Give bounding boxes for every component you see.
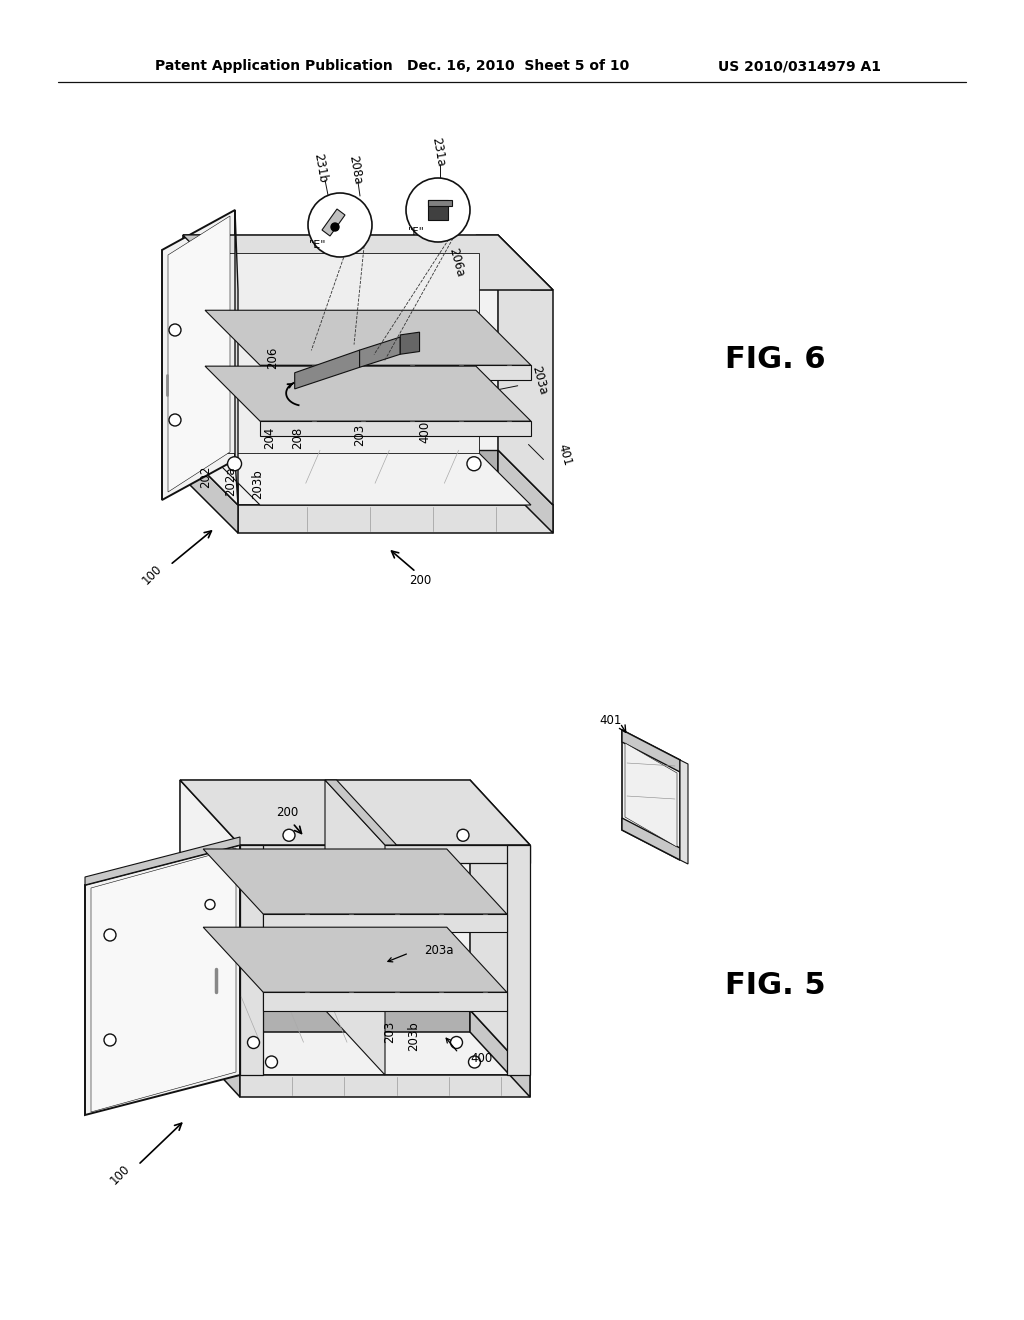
Text: US 2010/0314979 A1: US 2010/0314979 A1 — [718, 59, 881, 73]
Polygon shape — [476, 235, 553, 290]
Text: FIG. 5: FIG. 5 — [725, 970, 825, 999]
Polygon shape — [180, 780, 240, 1074]
Polygon shape — [183, 450, 238, 533]
Text: Dec. 16, 2010  Sheet 5 of 10: Dec. 16, 2010 Sheet 5 of 10 — [407, 59, 630, 73]
Circle shape — [248, 1036, 259, 1048]
Polygon shape — [263, 913, 507, 932]
Polygon shape — [428, 201, 452, 206]
Polygon shape — [205, 310, 531, 366]
Polygon shape — [470, 780, 530, 1074]
Text: 206: 206 — [266, 346, 280, 368]
Polygon shape — [203, 927, 507, 993]
Polygon shape — [85, 845, 240, 1115]
Text: 203b: 203b — [251, 470, 264, 499]
Circle shape — [169, 323, 181, 337]
Polygon shape — [85, 837, 240, 884]
Polygon shape — [183, 235, 553, 290]
Circle shape — [104, 929, 116, 941]
Polygon shape — [183, 235, 260, 290]
Circle shape — [265, 1056, 278, 1068]
Circle shape — [308, 193, 372, 257]
Text: "F": "F" — [408, 227, 424, 238]
Polygon shape — [238, 506, 553, 533]
Text: 200: 200 — [409, 573, 431, 586]
Polygon shape — [168, 216, 230, 492]
Polygon shape — [400, 333, 420, 354]
Polygon shape — [180, 780, 470, 1010]
Text: 203a: 203a — [529, 364, 550, 397]
Polygon shape — [240, 1074, 530, 1097]
Polygon shape — [203, 849, 507, 913]
Circle shape — [169, 414, 181, 426]
Polygon shape — [260, 421, 531, 436]
Text: 206a: 206a — [446, 247, 467, 279]
Polygon shape — [240, 845, 530, 863]
Circle shape — [227, 457, 242, 471]
Text: 401: 401 — [555, 442, 573, 467]
Text: 202a: 202a — [224, 467, 237, 496]
Text: 204: 204 — [263, 426, 276, 449]
Text: Patent Application Publication: Patent Application Publication — [155, 59, 393, 73]
Polygon shape — [325, 780, 396, 845]
Polygon shape — [234, 210, 238, 506]
Polygon shape — [180, 1010, 470, 1032]
Polygon shape — [428, 201, 449, 220]
Polygon shape — [625, 743, 677, 847]
Polygon shape — [205, 366, 531, 421]
Text: 203a: 203a — [424, 944, 454, 957]
Polygon shape — [622, 818, 680, 861]
Polygon shape — [359, 337, 400, 367]
Circle shape — [469, 1056, 480, 1068]
Text: 100: 100 — [139, 562, 165, 587]
Polygon shape — [295, 350, 359, 389]
Text: 208a: 208a — [346, 154, 364, 186]
Text: 400: 400 — [419, 421, 431, 444]
Circle shape — [467, 457, 481, 471]
Circle shape — [331, 223, 339, 231]
Polygon shape — [183, 450, 553, 506]
Text: 100: 100 — [108, 1163, 132, 1188]
Text: 203: 203 — [353, 424, 367, 446]
Text: FIG. 6: FIG. 6 — [725, 346, 825, 375]
Polygon shape — [507, 845, 530, 1074]
Polygon shape — [180, 780, 530, 845]
Circle shape — [406, 178, 470, 242]
Text: 231a: 231a — [429, 136, 446, 168]
Text: 200: 200 — [276, 807, 299, 820]
Polygon shape — [180, 1010, 530, 1074]
Circle shape — [104, 1034, 116, 1045]
Circle shape — [283, 829, 295, 841]
Circle shape — [451, 1036, 463, 1048]
Polygon shape — [205, 450, 531, 506]
Polygon shape — [470, 1010, 530, 1097]
Polygon shape — [240, 845, 263, 1074]
Text: 231b: 231b — [311, 152, 329, 183]
Polygon shape — [263, 993, 507, 1011]
Polygon shape — [183, 235, 238, 506]
Polygon shape — [325, 780, 385, 1074]
Polygon shape — [91, 847, 236, 1111]
Circle shape — [205, 899, 215, 909]
Text: 203b: 203b — [408, 1022, 421, 1051]
Polygon shape — [260, 366, 531, 380]
Polygon shape — [680, 760, 688, 865]
Text: 400: 400 — [470, 1052, 493, 1064]
Polygon shape — [183, 450, 498, 478]
Polygon shape — [183, 235, 498, 450]
Polygon shape — [162, 210, 234, 500]
Polygon shape — [180, 1010, 240, 1097]
Text: 208: 208 — [292, 426, 304, 449]
Circle shape — [457, 829, 469, 841]
Text: 401: 401 — [600, 714, 623, 726]
Text: 203: 203 — [384, 1022, 396, 1043]
Text: "E": "E" — [309, 240, 327, 249]
Polygon shape — [622, 730, 680, 861]
Polygon shape — [322, 209, 345, 236]
Text: 202: 202 — [199, 466, 212, 488]
Polygon shape — [208, 253, 478, 453]
Polygon shape — [498, 450, 553, 533]
Polygon shape — [622, 730, 680, 772]
Polygon shape — [498, 235, 553, 506]
